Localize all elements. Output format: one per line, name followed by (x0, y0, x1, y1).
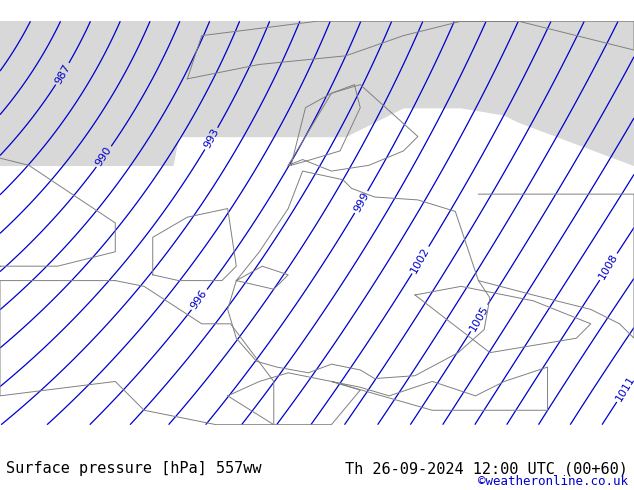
Text: 1011: 1011 (614, 374, 634, 403)
Text: 1002: 1002 (409, 245, 432, 275)
Text: 996: 996 (189, 288, 209, 311)
Text: Surface pressure [hPa] 557ww: Surface pressure [hPa] 557ww (6, 462, 262, 476)
Polygon shape (0, 21, 634, 165)
Text: Th 26-09-2024 12:00 UTC (00+60): Th 26-09-2024 12:00 UTC (00+60) (345, 462, 628, 476)
Polygon shape (317, 21, 634, 137)
Text: 1008: 1008 (597, 252, 620, 281)
Text: ©weatheronline.co.uk: ©weatheronline.co.uk (477, 475, 628, 488)
Text: 993: 993 (202, 127, 221, 150)
Text: 999: 999 (352, 190, 371, 214)
Text: 1005: 1005 (468, 303, 491, 333)
Polygon shape (0, 21, 202, 165)
Polygon shape (0, 21, 173, 165)
Text: 990: 990 (94, 145, 114, 168)
Text: 987: 987 (53, 62, 72, 86)
